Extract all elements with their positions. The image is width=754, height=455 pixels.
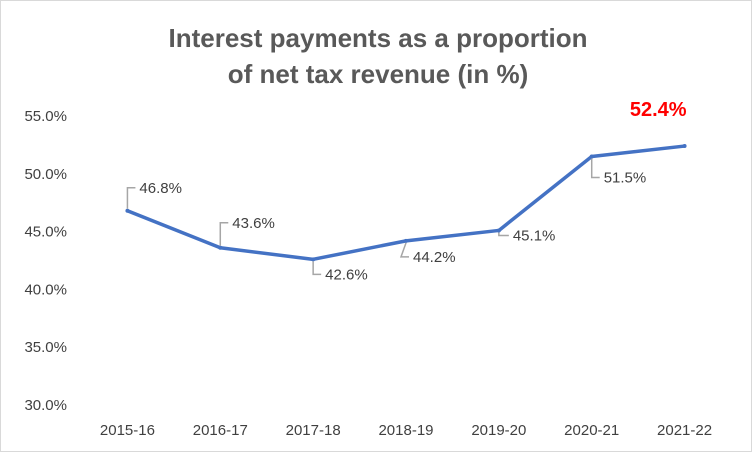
x-tick-label: 2020-21 — [564, 422, 619, 439]
data-label: 51.5% — [604, 169, 647, 186]
chart-title-line-2: of net tax revenue (in %) — [228, 59, 529, 89]
data-label-leader — [590, 158, 600, 179]
data-point — [218, 245, 223, 250]
data-point — [311, 257, 316, 262]
data-point — [404, 238, 408, 243]
x-tick-label: 2015-16 — [100, 422, 155, 439]
data-point — [589, 154, 594, 159]
data-label-leader — [312, 261, 322, 276]
x-tick-label: 2017-18 — [286, 422, 341, 439]
data-label: 46.8% — [139, 180, 182, 197]
chart-title-line-1: Interest payments as a proportion — [169, 23, 588, 53]
data-point — [682, 144, 687, 149]
y-tick-label: 45.0% — [24, 224, 67, 241]
x-tick-label: 2018-19 — [378, 422, 433, 439]
data-label: 45.1% — [513, 227, 556, 244]
data-label-highlight: 52.4% — [630, 99, 687, 121]
y-tick-label: 50.0% — [24, 166, 67, 183]
data-point — [125, 208, 130, 213]
y-tick-label: 35.0% — [24, 339, 67, 356]
data-label: 44.2% — [413, 249, 456, 266]
data-label-leader — [126, 187, 136, 209]
data-label-leader — [498, 232, 509, 237]
y-tick-label: 55.0% — [24, 108, 67, 125]
data-label-leader — [219, 222, 229, 246]
x-tick-label: 2021-22 — [657, 422, 712, 439]
x-tick-label: 2016-17 — [193, 422, 248, 439]
data-label-leader — [399, 242, 409, 258]
y-tick-label: 30.0% — [24, 397, 67, 414]
data-label: 43.6% — [232, 215, 275, 232]
x-tick-label: 2019-20 — [471, 422, 526, 439]
y-tick-label: 40.0% — [24, 281, 67, 298]
data-point — [496, 228, 501, 233]
data-label: 42.6% — [325, 266, 368, 283]
